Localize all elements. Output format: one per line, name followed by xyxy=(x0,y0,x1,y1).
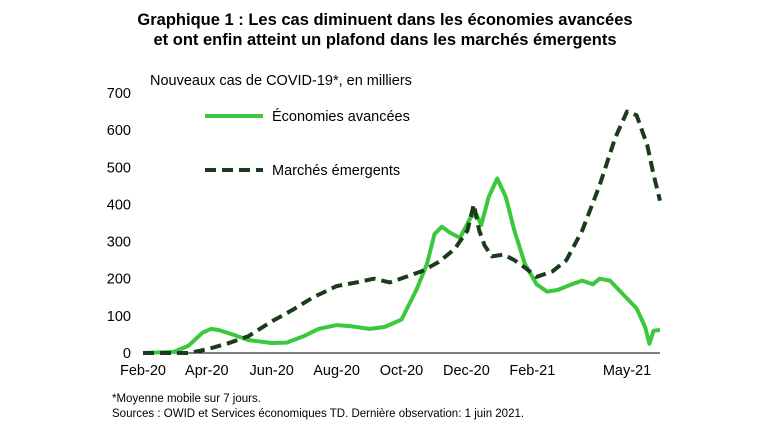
legend-label: Économies avancées xyxy=(272,108,410,125)
chart-title-line-2: et ont enfin atteint un plafond dans les… xyxy=(153,31,617,49)
x-tick-label: Apr-20 xyxy=(185,363,229,379)
x-tick-label: Dec-20 xyxy=(443,363,490,379)
x-tick-label: May-21 xyxy=(603,363,651,379)
footnote-sources: Sources : OWID et Services économiques T… xyxy=(112,408,525,420)
y-tick-label: 600 xyxy=(107,123,131,139)
y-axis-label: Nouveaux cas de COVID-19*, en milliers xyxy=(150,73,412,89)
y-tick-label: 100 xyxy=(107,309,131,325)
footnote-moving-average: *Moyenne mobile sur 7 jours. xyxy=(112,393,261,405)
y-tick-label: 300 xyxy=(107,235,131,251)
x-tick-label: Oct-20 xyxy=(380,363,424,379)
chart-title: Graphique 1 : Les cas diminuent dans les… xyxy=(0,10,770,50)
y-tick-label: 400 xyxy=(107,197,131,213)
x-tick-label: Feb-21 xyxy=(509,363,555,379)
x-tick-label: Aug-20 xyxy=(313,363,360,379)
x-tick-label: Feb-20 xyxy=(120,363,166,379)
y-tick-label: 0 xyxy=(123,346,131,362)
legend-label: Marchés émergents xyxy=(272,163,400,179)
chart-title-line-1: Graphique 1 : Les cas diminuent dans les… xyxy=(137,11,633,29)
x-tick-label: Jun-20 xyxy=(250,363,294,379)
y-tick-label: 700 xyxy=(107,86,131,102)
y-tick-label: 200 xyxy=(107,272,131,288)
line-chart: 0 100 200 300 400 500 600 700 Feb-20 Apr-20 Jun-20… xyxy=(107,86,662,379)
series-line-economies-avancees xyxy=(142,176,661,355)
y-tick-label: 500 xyxy=(107,160,131,176)
